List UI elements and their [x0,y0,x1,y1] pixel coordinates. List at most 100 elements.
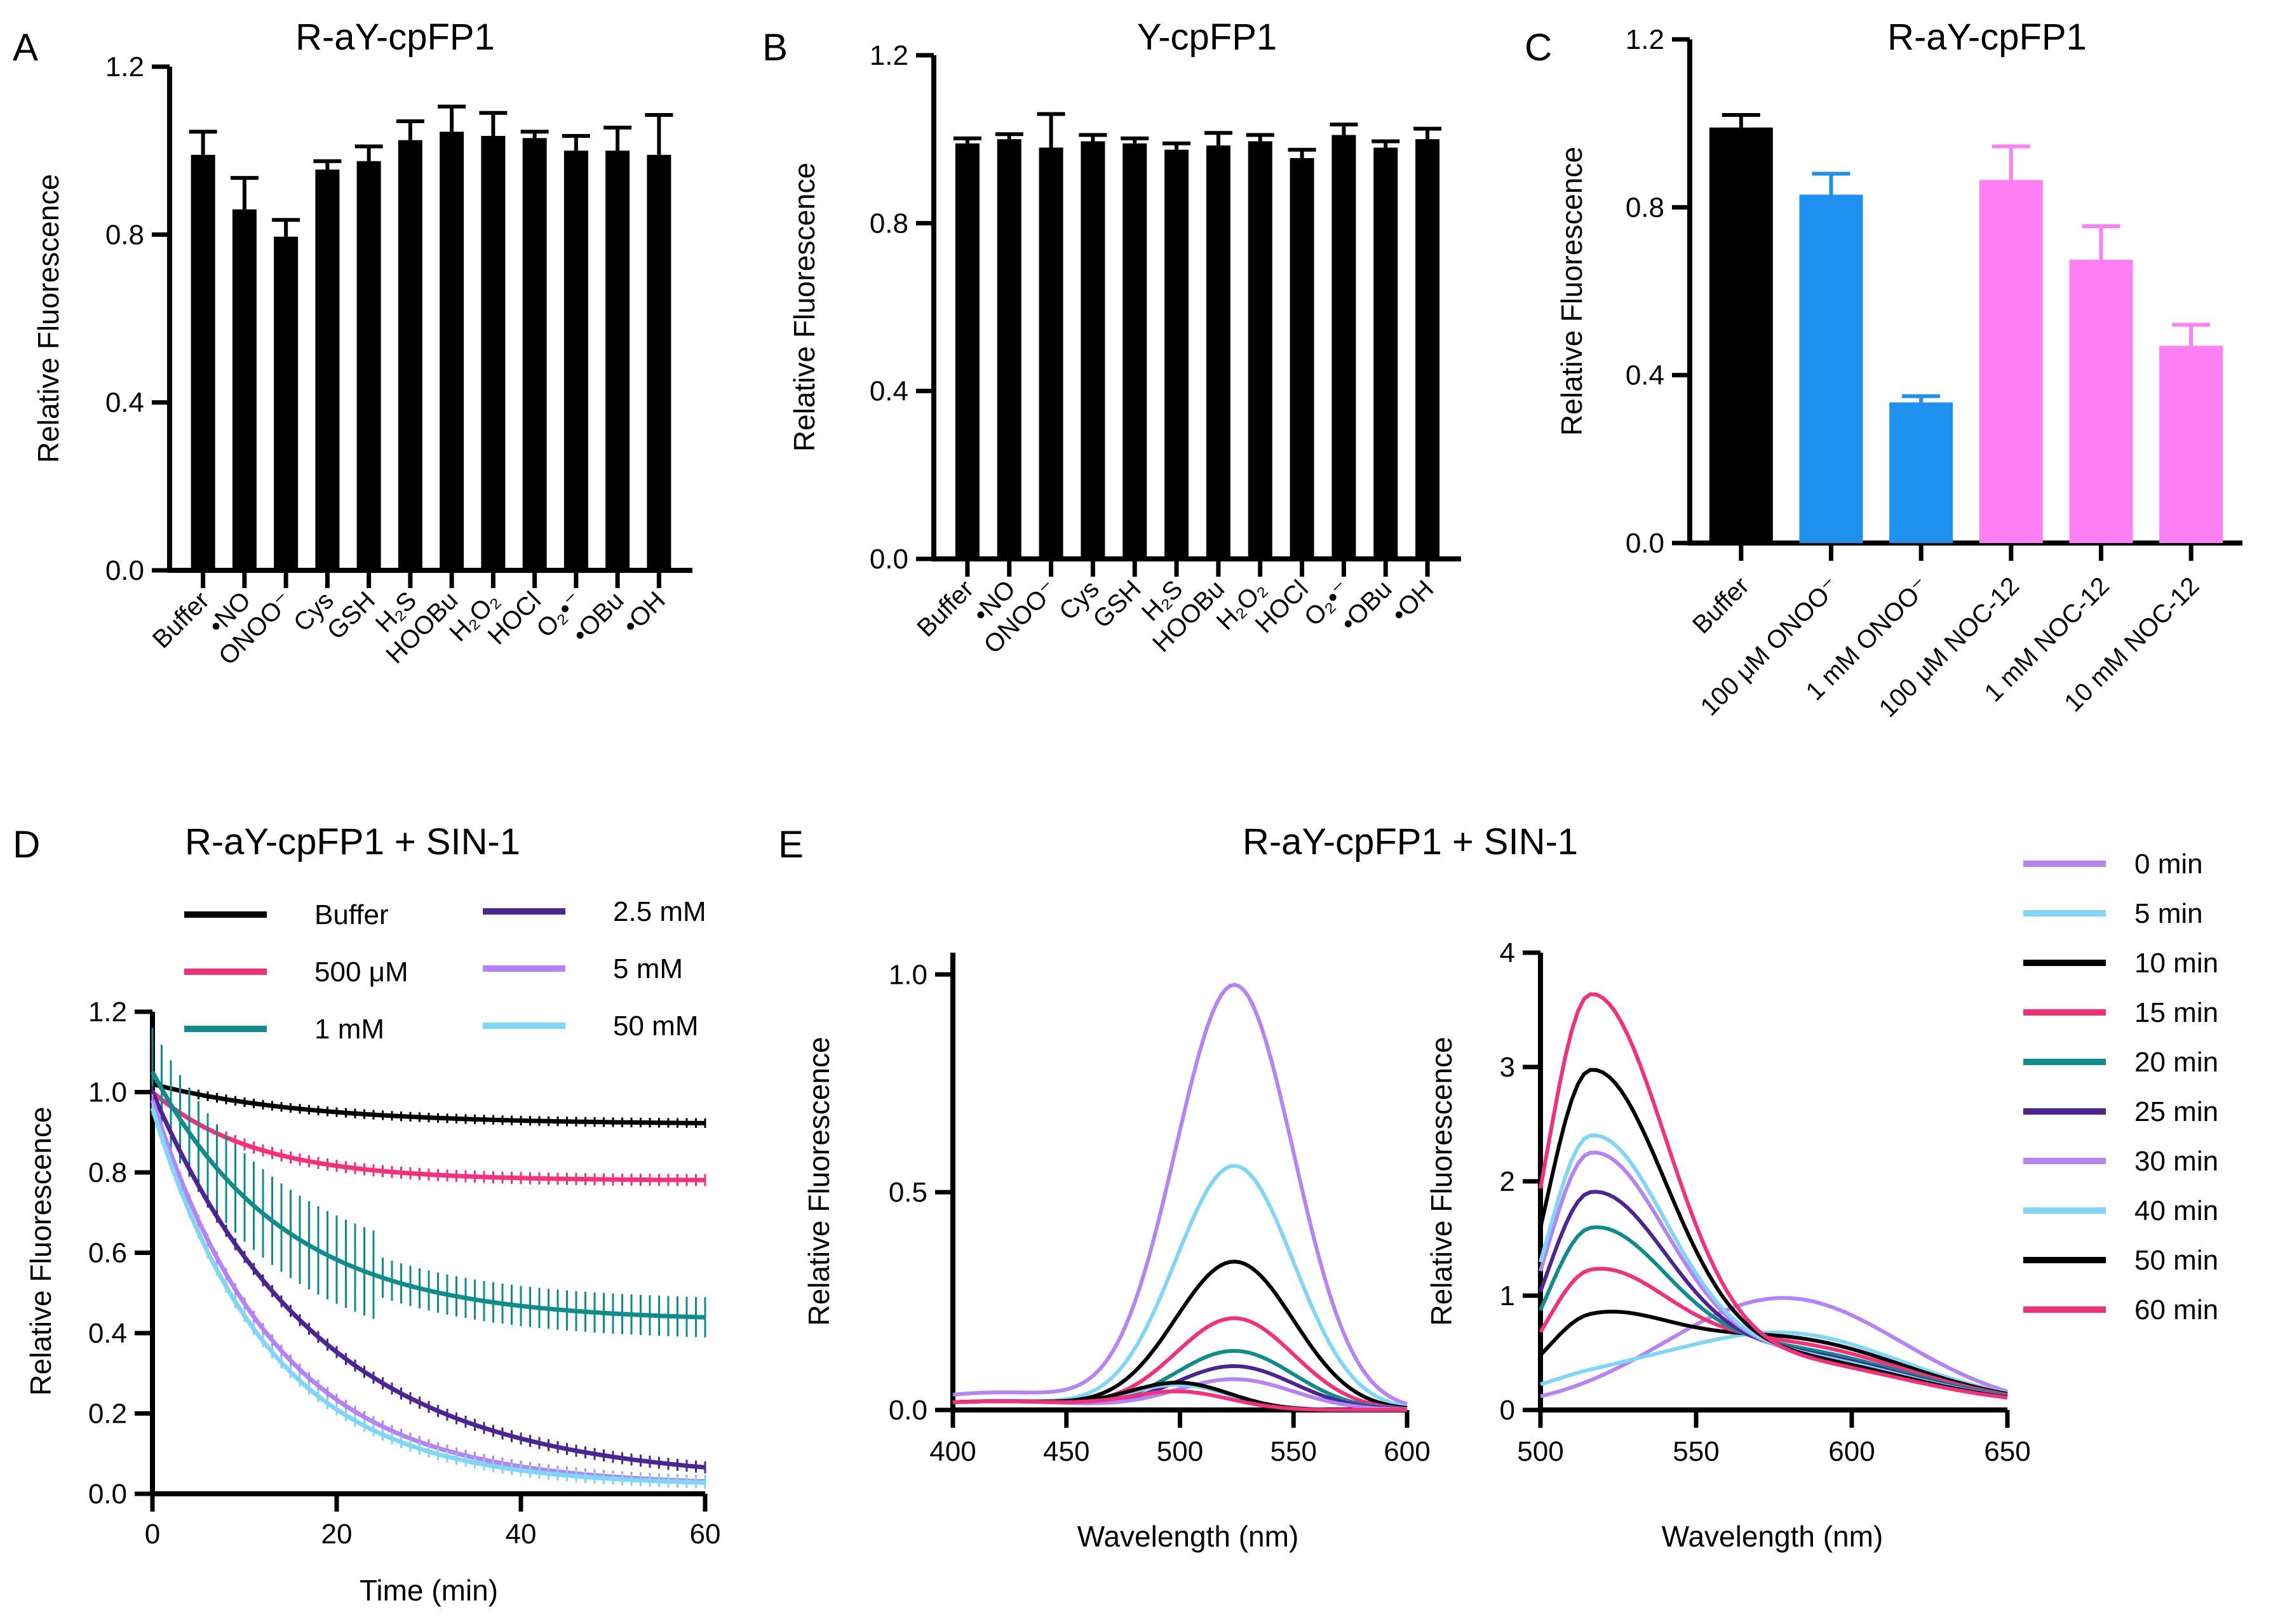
legend-label: 5 mM [613,953,683,984]
x-tick-label: •OH [1386,575,1439,627]
y-tick-label: 0.0 [88,1479,127,1510]
y-tick-label: 0 [1500,1395,1515,1426]
bar [232,209,257,570]
spectrum-line [1539,1133,2008,1399]
x-tick-label: 0 [145,1519,160,1550]
legend-label: 15 min [2134,997,2218,1028]
legend-label: 10 min [2134,948,2218,979]
y-tick-label: 0.4 [1626,360,1664,391]
x-tick-label: 500 [1517,1436,1563,1467]
bar [1248,141,1272,560]
x-tick-label: Buffer [1687,572,1755,639]
spectrum-line [1539,1068,2008,1399]
x-tick-label: 650 [1984,1436,2030,1467]
spectrum-line [1539,992,2008,1400]
bar [1709,127,1773,543]
legend-label: 20 min [2134,1047,2218,1078]
x-tick-label: 550 [1673,1436,1719,1467]
y-tick-label: 1.2 [870,40,908,71]
x-tick-label: 500 [1157,1436,1203,1467]
bar [1164,149,1189,559]
legend-label: 5 min [2134,898,2203,929]
bar [1039,147,1063,560]
x-tick-label: 400 [929,1436,976,1467]
legend-label: 40 min [2134,1195,2218,1226]
legend-label: 30 min [2134,1146,2218,1177]
legend-label: 25 min [2134,1096,2218,1127]
bar [356,161,381,570]
bar [274,236,299,570]
legend-label: 500 μM [314,956,408,988]
chart-title: Y-cpFP1 [1137,17,1277,58]
bar [398,140,422,571]
x-axis-label: Wavelength (nm) [1077,1520,1299,1553]
x-tick-label: GSH [322,586,381,645]
y-tick-label: 1.0 [88,1077,127,1108]
bar [1415,139,1440,559]
y-tick-label: 0.2 [88,1399,127,1430]
chart-e: 0.0 0.5 1.0 400 450 500 550 600 Wavelength (nm) R… [802,821,1578,1553]
x-tick-label: •OH [617,586,670,639]
y-tick-label: 0.0 [889,1395,927,1426]
bar [1373,147,1398,560]
spectrum-line [952,1316,1408,1411]
y-axis-label: Relative Fluorescence [32,174,65,463]
y-tick-label: 0.8 [105,219,144,250]
x-tick-label: 550 [1270,1436,1317,1467]
y-tick-label: 0.5 [889,1177,927,1208]
y-tick-label: 1 [1500,1280,1515,1312]
bar [563,151,588,570]
chart-c: 0.0 0.4 0.8 1.2 R-aY-cpFP1 Relative Fluoresce… [1555,17,2242,723]
x-tick-label: 60 [690,1519,721,1550]
bar [440,131,464,570]
y-tick-label: 0.8 [870,208,908,239]
legend-label: 50 mM [613,1010,698,1042]
legend-label: Buffer [314,899,389,930]
spectrum-line [952,983,1408,1406]
y-axis-label: Relative Fluorescence [1425,1037,1458,1325]
chart-title: R-aY-cpFP1 [295,17,495,58]
bar [1206,145,1230,559]
bar [191,154,215,570]
y-axis-label: Relative Fluorescence [788,163,821,452]
bar [315,169,340,570]
chart-title: R-aY-cpFP1 + SIN-1 [185,821,520,862]
bar [1290,158,1314,559]
chart-e2: 0 1 2 3 4 500 550 600 650 Wavelength (nm) Relative… [1425,937,2031,1553]
bar [1979,180,2043,544]
y-tick-label: 4 [1500,937,1515,969]
panel-label-a: A [13,26,38,69]
y-tick-label: 1.2 [105,51,144,83]
bar [481,136,506,571]
legend-label: 0 min [2134,849,2203,880]
bar [1889,402,1953,543]
bar [955,143,980,559]
x-tick-label: 600 [1828,1436,1875,1467]
panel-label-e: E [778,823,804,866]
panel-label-b: B [762,26,788,69]
y-tick-label: 0.4 [105,387,144,419]
y-tick-label: 2 [1500,1166,1515,1197]
bar [647,154,671,570]
spectrum-line [952,1389,1407,1412]
x-tick-label: 600 [1384,1436,1430,1467]
x-axis-label: Time (min) [360,1574,498,1607]
bar [2069,259,2133,543]
legend-label: 1 mM [314,1014,384,1045]
chart-a: 0.0 0.4 0.8 1.2 R-aY-cpFP1 Relative Fluoresce… [32,17,692,671]
bar [2159,346,2223,543]
y-tick-label: 0.6 [88,1238,127,1269]
bar [605,151,630,570]
spectrum-line [1540,1296,2008,1399]
x-tick-label: 20 [321,1519,353,1550]
x-tick-label: 450 [1043,1436,1089,1467]
x-axis-label: Wavelength (nm) [1662,1520,1884,1553]
bar [997,139,1021,559]
y-tick-label: 1.2 [88,997,127,1028]
chart-d: 0.0 0.2 0.4 0.6 0.8 1.0 1.2 0 20 40 60 Time (min) Re… [24,821,720,1607]
panel-label-d: D [13,823,40,866]
legend-e: 0 min 5 min 10 min 15 min 20 min 25 min 30 min… [2023,849,2218,1325]
bar [522,138,547,570]
legend-label: 60 min [2134,1294,2218,1325]
